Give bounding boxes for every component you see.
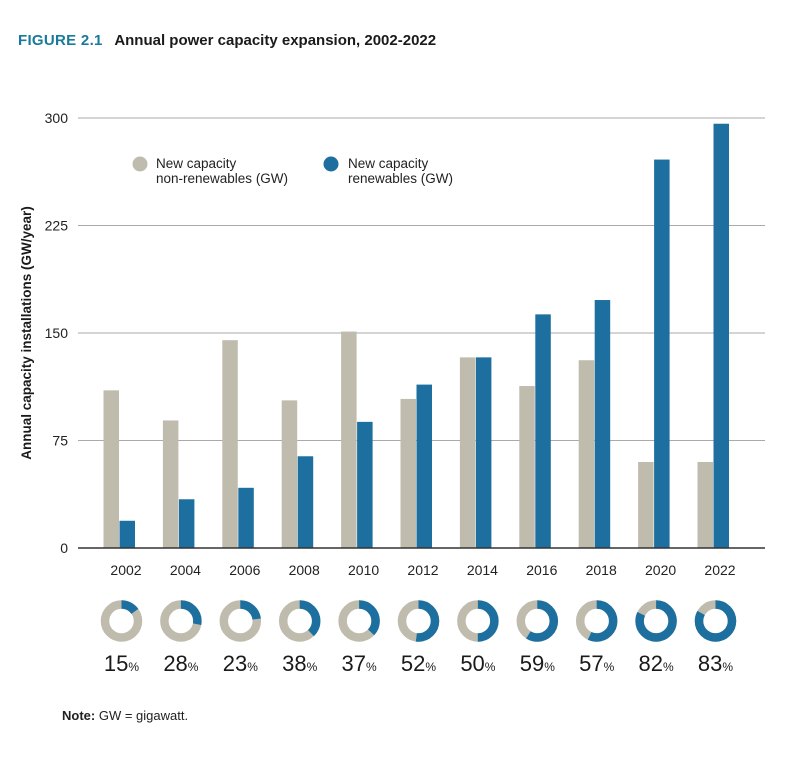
bar-chart: 0 75 150 225 300 Annual capacity installation… <box>19 110 765 676</box>
legend-label-line2: non-renewables (GW) <box>156 171 288 186</box>
bar-renewable <box>297 456 314 548</box>
legend-label-line2: renewables (GW) <box>348 171 453 186</box>
bar-renewable <box>357 421 373 548</box>
y-tick-label: 225 <box>45 218 69 234</box>
bar-renewable <box>654 159 670 549</box>
share-percent-label: 83% <box>698 651 733 676</box>
bar-non-renewable <box>459 357 476 548</box>
figure-number: FIGURE 2.1 <box>18 32 103 49</box>
bar-renewable <box>119 520 135 548</box>
share-percent-label: 28% <box>163 651 198 676</box>
x-tick-label: 2008 <box>289 562 320 578</box>
bar-non-renewable <box>162 420 179 548</box>
share-donut-arc <box>100 600 143 642</box>
y-tick-label: 0 <box>60 540 68 556</box>
bar-renewable <box>594 300 611 548</box>
share-percent-label: 57% <box>579 651 614 676</box>
note-label: Note: <box>62 708 96 723</box>
share-percent-label: 15% <box>104 651 139 676</box>
y-axis-label: Annual capacity installations (GW/year) <box>19 206 34 460</box>
share-percent-label: 82% <box>639 651 674 676</box>
note-text: GW = gigawatt. <box>95 708 189 723</box>
y-tick-label: 300 <box>45 110 69 126</box>
share-percent-label: 50% <box>460 651 495 676</box>
x-tick-label: 2014 <box>467 562 498 578</box>
bar-non-renewable <box>341 331 357 548</box>
x-tick-label: 2020 <box>645 562 676 578</box>
x-tick-label: 2016 <box>526 562 557 578</box>
share-donut-arc <box>338 600 380 642</box>
bar-non-renewable <box>638 462 654 548</box>
share-percent-label: 38% <box>282 651 317 676</box>
bar-non-renewable <box>697 462 713 548</box>
share-donut-arc <box>397 600 440 642</box>
share-percent-label: 37% <box>342 651 377 676</box>
bar-non-renewable <box>400 398 416 548</box>
share-donut-arc <box>219 600 262 642</box>
legend-label-line1: New capacity <box>348 156 429 171</box>
bar-renewable <box>416 384 432 548</box>
bar-renewable <box>238 487 254 548</box>
x-tick-label: 2006 <box>229 562 260 578</box>
bar-non-renewable <box>519 386 535 548</box>
x-tick-label: 2010 <box>348 562 379 578</box>
share-percent-label: 59% <box>520 651 555 676</box>
bar-renewable <box>475 357 492 548</box>
x-tick-label: 2002 <box>110 562 141 578</box>
figure-header: FIGURE 2.1 Annual power capacity expansi… <box>18 32 436 49</box>
share-donut-arc <box>635 600 677 642</box>
y-tick-label: 150 <box>45 325 69 341</box>
share-donut-arc <box>694 600 737 642</box>
x-tick-label: 2004 <box>170 562 201 578</box>
bar-non-renewable <box>222 340 238 548</box>
bar-renewable <box>535 314 551 548</box>
bar-non-renewable <box>103 390 119 548</box>
bar-renewable <box>178 499 195 548</box>
x-tick-label: 2012 <box>407 562 438 578</box>
share-donut-arc <box>457 600 499 642</box>
bar-renewable <box>713 123 729 548</box>
share-donut-arc <box>278 600 321 642</box>
legend-marker <box>323 156 339 172</box>
x-tick-label: 2018 <box>586 562 617 578</box>
share-donut-arc <box>516 600 559 642</box>
share-percent-label: 52% <box>401 651 436 676</box>
bar-non-renewable <box>578 360 595 548</box>
figure-title: Annual power capacity expansion, 2002-20… <box>114 32 437 49</box>
bar-non-renewable <box>281 400 298 548</box>
x-tick-label: 2022 <box>704 562 735 578</box>
footnote: Note: GW = gigawatt. <box>62 708 188 723</box>
legend-label-line1: New capacity <box>156 156 237 171</box>
share-percent-label: 23% <box>223 651 258 676</box>
y-tick-label: 75 <box>52 433 68 449</box>
share-donut-arc <box>160 600 202 642</box>
share-donut-arc <box>575 600 618 642</box>
legend-marker <box>132 156 148 172</box>
